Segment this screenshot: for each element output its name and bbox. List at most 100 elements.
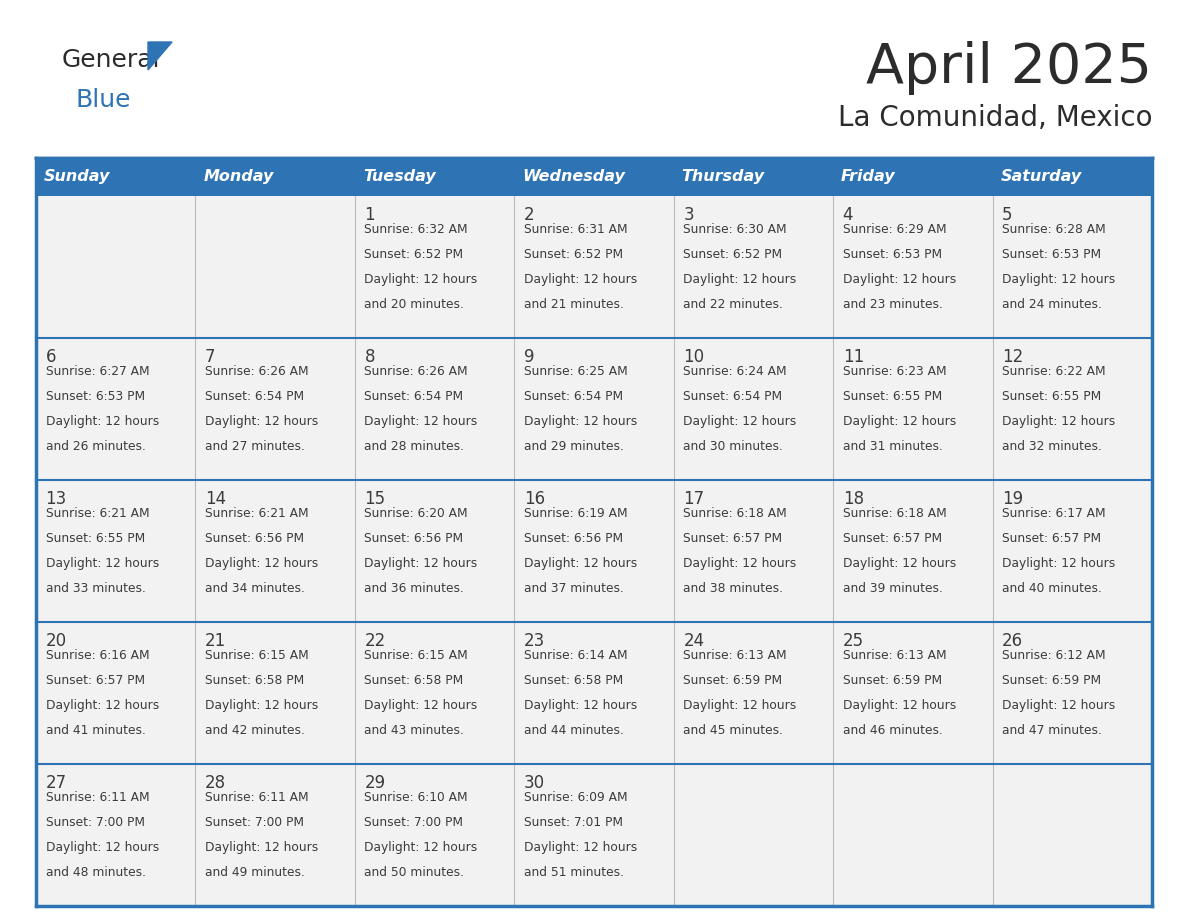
Bar [36, 764, 1152, 906]
Text: Sunset: 6:55 PM: Sunset: 6:55 PM [1003, 390, 1101, 403]
Text: and 22 minutes.: and 22 minutes. [683, 297, 783, 310]
Text: and 45 minutes.: and 45 minutes. [683, 723, 783, 736]
Text: 30: 30 [524, 774, 545, 792]
Text: Sunrise: 6:13 AM: Sunrise: 6:13 AM [842, 649, 947, 662]
Text: Sunset: 7:00 PM: Sunset: 7:00 PM [365, 816, 463, 829]
Text: Sunset: 6:59 PM: Sunset: 6:59 PM [683, 674, 783, 687]
Text: Sunset: 6:53 PM: Sunset: 6:53 PM [842, 248, 942, 261]
Text: Sunset: 6:56 PM: Sunset: 6:56 PM [524, 532, 623, 545]
Text: 19: 19 [1003, 490, 1023, 508]
Text: Daylight: 12 hours: Daylight: 12 hours [683, 273, 796, 285]
Text: Sunset: 7:00 PM: Sunset: 7:00 PM [206, 816, 304, 829]
Text: Tuesday: Tuesday [362, 170, 436, 185]
Text: Sunrise: 6:13 AM: Sunrise: 6:13 AM [683, 649, 786, 662]
Text: and 48 minutes.: and 48 minutes. [45, 866, 146, 879]
Text: Daylight: 12 hours: Daylight: 12 hours [842, 699, 956, 711]
Text: Sunset: 6:52 PM: Sunset: 6:52 PM [683, 248, 783, 261]
Text: La Comunidad, Mexico: La Comunidad, Mexico [838, 104, 1152, 132]
Text: Daylight: 12 hours: Daylight: 12 hours [842, 273, 956, 285]
Text: 29: 29 [365, 774, 386, 792]
Text: 28: 28 [206, 774, 226, 792]
Text: and 38 minutes.: and 38 minutes. [683, 582, 783, 595]
Text: Sunrise: 6:18 AM: Sunrise: 6:18 AM [842, 507, 947, 521]
Text: Sunset: 6:56 PM: Sunset: 6:56 PM [206, 532, 304, 545]
Text: Friday: Friday [841, 170, 896, 185]
Text: Daylight: 12 hours: Daylight: 12 hours [206, 699, 318, 711]
Text: Daylight: 12 hours: Daylight: 12 hours [842, 415, 956, 428]
Text: Daylight: 12 hours: Daylight: 12 hours [524, 841, 637, 854]
Text: and 43 minutes.: and 43 minutes. [365, 723, 465, 736]
Bar [36, 338, 1152, 480]
Text: Daylight: 12 hours: Daylight: 12 hours [524, 273, 637, 285]
Text: and 42 minutes.: and 42 minutes. [206, 723, 305, 736]
Text: 8: 8 [365, 348, 375, 366]
Text: Sunset: 6:55 PM: Sunset: 6:55 PM [842, 390, 942, 403]
Text: 20: 20 [45, 632, 67, 650]
Text: Sunset: 6:52 PM: Sunset: 6:52 PM [524, 248, 623, 261]
Text: and 24 minutes.: and 24 minutes. [1003, 297, 1102, 310]
Text: Thursday: Thursday [682, 170, 765, 185]
Text: 10: 10 [683, 348, 704, 366]
Bar [36, 158, 196, 196]
Text: Sunrise: 6:29 AM: Sunrise: 6:29 AM [842, 223, 947, 236]
Text: and 51 minutes.: and 51 minutes. [524, 866, 624, 879]
Text: Sunrise: 6:10 AM: Sunrise: 6:10 AM [365, 791, 468, 804]
Text: Sunrise: 6:14 AM: Sunrise: 6:14 AM [524, 649, 627, 662]
Text: and 50 minutes.: and 50 minutes. [365, 866, 465, 879]
Text: Sunrise: 6:21 AM: Sunrise: 6:21 AM [45, 507, 150, 521]
Text: and 31 minutes.: and 31 minutes. [842, 440, 942, 453]
Text: Daylight: 12 hours: Daylight: 12 hours [842, 557, 956, 570]
Text: Daylight: 12 hours: Daylight: 12 hours [683, 415, 796, 428]
Text: Daylight: 12 hours: Daylight: 12 hours [365, 415, 478, 428]
Text: Sunset: 6:56 PM: Sunset: 6:56 PM [365, 532, 463, 545]
Text: and 41 minutes.: and 41 minutes. [45, 723, 145, 736]
Bar [674, 158, 833, 196]
Text: 5: 5 [1003, 206, 1012, 224]
Text: Daylight: 12 hours: Daylight: 12 hours [206, 557, 318, 570]
Text: Daylight: 12 hours: Daylight: 12 hours [45, 415, 159, 428]
Text: Sunrise: 6:24 AM: Sunrise: 6:24 AM [683, 365, 786, 378]
Text: Daylight: 12 hours: Daylight: 12 hours [365, 557, 478, 570]
Text: 16: 16 [524, 490, 545, 508]
Text: Daylight: 12 hours: Daylight: 12 hours [524, 557, 637, 570]
Text: Sunday: Sunday [44, 170, 110, 185]
Text: 21: 21 [206, 632, 226, 650]
Text: Sunset: 6:54 PM: Sunset: 6:54 PM [206, 390, 304, 403]
Text: Daylight: 12 hours: Daylight: 12 hours [683, 699, 796, 711]
Text: 2: 2 [524, 206, 535, 224]
Text: 7: 7 [206, 348, 215, 366]
Text: and 36 minutes.: and 36 minutes. [365, 582, 465, 595]
Text: 18: 18 [842, 490, 864, 508]
Text: Sunset: 6:54 PM: Sunset: 6:54 PM [524, 390, 623, 403]
Text: Sunrise: 6:26 AM: Sunrise: 6:26 AM [206, 365, 309, 378]
Text: and 28 minutes.: and 28 minutes. [365, 440, 465, 453]
Text: Sunrise: 6:25 AM: Sunrise: 6:25 AM [524, 365, 627, 378]
Bar [355, 158, 514, 196]
Text: Sunrise: 6:22 AM: Sunrise: 6:22 AM [1003, 365, 1106, 378]
Text: and 26 minutes.: and 26 minutes. [45, 440, 145, 453]
Text: Monday: Monday [203, 170, 273, 185]
Text: Sunrise: 6:20 AM: Sunrise: 6:20 AM [365, 507, 468, 521]
Text: Sunrise: 6:27 AM: Sunrise: 6:27 AM [45, 365, 150, 378]
Text: 6: 6 [45, 348, 56, 366]
Text: and 44 minutes.: and 44 minutes. [524, 723, 624, 736]
Text: Sunset: 6:54 PM: Sunset: 6:54 PM [365, 390, 463, 403]
Text: Saturday: Saturday [1000, 170, 1082, 185]
Text: Sunrise: 6:11 AM: Sunrise: 6:11 AM [206, 791, 309, 804]
Text: and 20 minutes.: and 20 minutes. [365, 297, 465, 310]
Text: 23: 23 [524, 632, 545, 650]
Text: 4: 4 [842, 206, 853, 224]
Text: Sunrise: 6:30 AM: Sunrise: 6:30 AM [683, 223, 786, 236]
Text: Blue: Blue [76, 88, 132, 112]
Text: Sunset: 7:00 PM: Sunset: 7:00 PM [45, 816, 145, 829]
Text: and 33 minutes.: and 33 minutes. [45, 582, 145, 595]
Text: and 40 minutes.: and 40 minutes. [1003, 582, 1102, 595]
Text: and 34 minutes.: and 34 minutes. [206, 582, 305, 595]
Text: Wednesday: Wednesday [523, 170, 625, 185]
Text: Sunset: 6:57 PM: Sunset: 6:57 PM [842, 532, 942, 545]
Polygon shape [148, 42, 172, 70]
Text: Daylight: 12 hours: Daylight: 12 hours [1003, 273, 1116, 285]
Text: Sunrise: 6:15 AM: Sunrise: 6:15 AM [206, 649, 309, 662]
Text: Sunrise: 6:11 AM: Sunrise: 6:11 AM [45, 791, 150, 804]
Text: and 39 minutes.: and 39 minutes. [842, 582, 942, 595]
